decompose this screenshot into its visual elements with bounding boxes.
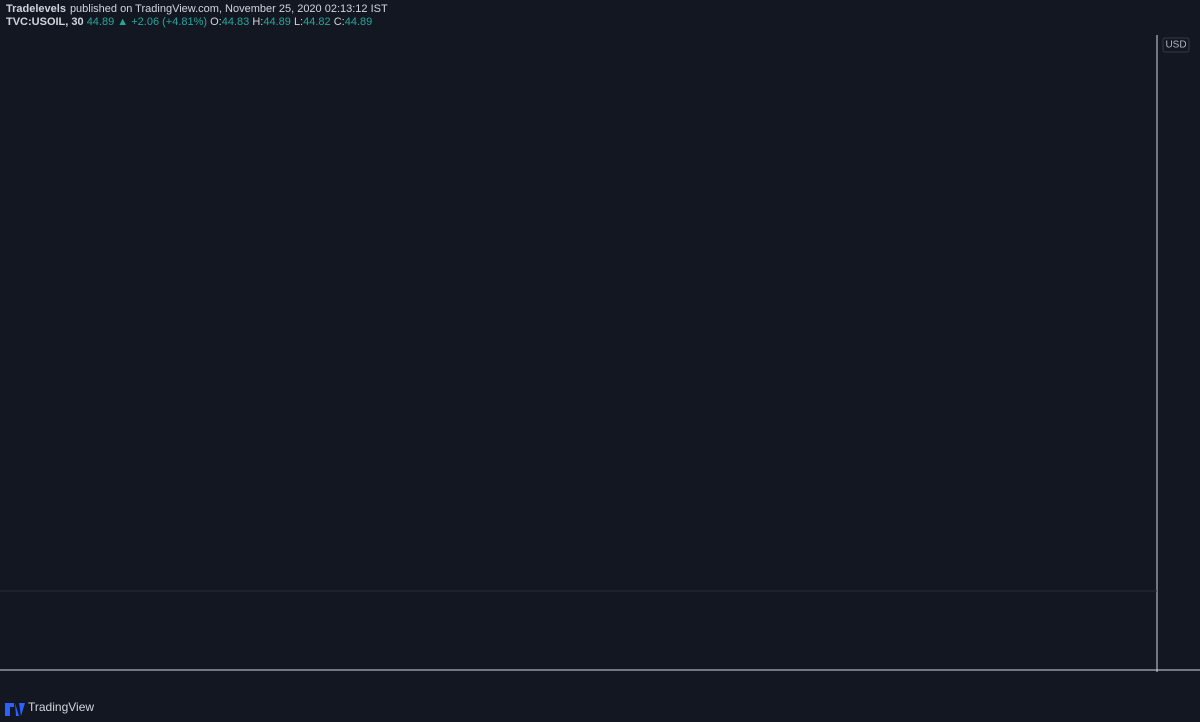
c-label: C: — [334, 16, 345, 28]
change: ▲ +2.06 (+4.81%) — [117, 16, 207, 28]
header-line: TVC:USOIL, 30 44.89 ▲ +2.06 (+4.81%) O:4… — [6, 16, 372, 28]
c: 44.89 — [345, 16, 373, 28]
published: published on TradingView.com, November 2… — [70, 3, 388, 15]
currency-box — [1162, 37, 1190, 53]
last: 44.89 — [87, 16, 115, 28]
h: 44.89 — [263, 16, 291, 28]
l-label: L: — [294, 16, 303, 28]
currency: USD — [1165, 40, 1186, 51]
price-axis — [1157, 35, 1200, 690]
o: 44.83 — [222, 16, 250, 28]
brand: TradingView — [28, 700, 94, 714]
publisher: Tradelevels — [6, 3, 66, 15]
symbol: TVC:USOIL, 30 — [6, 16, 84, 28]
l: 44.82 — [303, 16, 331, 28]
tv-logo — [5, 703, 25, 716]
h-label: H: — [252, 16, 263, 28]
o-label: O: — [210, 16, 222, 28]
